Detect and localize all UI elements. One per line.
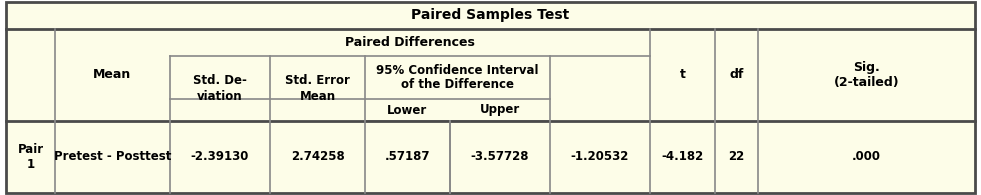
Text: .57187: .57187 xyxy=(385,151,431,163)
Text: df: df xyxy=(729,68,744,82)
Text: 95% Confidence Interval
of the Difference: 95% Confidence Interval of the Differenc… xyxy=(377,64,539,91)
Text: 22: 22 xyxy=(728,151,745,163)
Text: -3.57728: -3.57728 xyxy=(471,151,530,163)
Text: Pretest - Posttest: Pretest - Posttest xyxy=(54,151,172,163)
Text: Upper: Upper xyxy=(480,104,520,116)
Text: Paired Samples Test: Paired Samples Test xyxy=(411,9,570,22)
Text: Pair
1: Pair 1 xyxy=(18,143,43,171)
Text: Std. De-
viation: Std. De- viation xyxy=(193,74,247,103)
Text: -1.20532: -1.20532 xyxy=(571,151,629,163)
Text: 2.74258: 2.74258 xyxy=(290,151,344,163)
Text: -4.182: -4.182 xyxy=(661,151,703,163)
Text: Paired Differences: Paired Differences xyxy=(345,36,475,49)
Text: Std. Error
Mean: Std. Error Mean xyxy=(285,74,350,103)
Text: Sig.
(2-tailed): Sig. (2-tailed) xyxy=(834,61,900,89)
Text: .000: .000 xyxy=(852,151,881,163)
Text: -2.39130: -2.39130 xyxy=(191,151,249,163)
Text: t: t xyxy=(680,68,686,82)
Text: Mean: Mean xyxy=(93,68,131,82)
Text: Lower: Lower xyxy=(387,104,428,116)
